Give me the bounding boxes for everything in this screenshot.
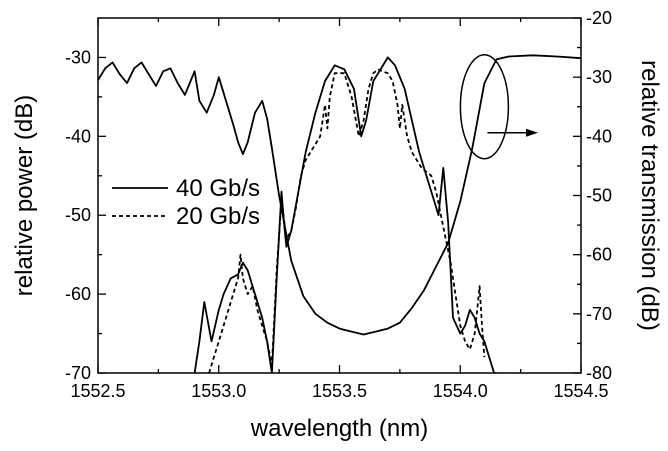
y-left-tick-label: -60 [65,284,91,304]
annotation-arrow-head [526,128,538,137]
legend: 40 Gb/s 20 Gb/s [112,175,260,230]
y-right-tick-label: -40 [586,126,612,146]
plot-frame [97,17,582,374]
y-right-tick-labels: -20 -30 -40 -50 -60 -70 -80 [586,8,612,383]
plot-lines [98,54,581,373]
x-tick-label: 1554.5 [553,381,608,401]
y-right-axis-title: relative transmission (dB) [636,60,663,331]
y-left-tick-label: -50 [65,205,91,225]
y-left-tick-labels: -30 -40 -50 -60 -70 [65,47,91,383]
y-left-tick-label: -30 [65,47,91,67]
y-right-tick-label: -60 [586,245,612,265]
y-right-tick-label: -50 [586,186,612,206]
y-right-tick-label: -80 [586,363,612,383]
legend-label-20gbs: 20 Gb/s [176,203,260,230]
series-line-power-20 [208,68,486,373]
series-line-transmission [98,54,581,336]
series-line-power-40 [193,56,497,373]
y-left-tick-label: -40 [65,126,91,146]
legend-label-40gbs: 40 Gb/s [176,175,260,202]
annotation-ellipse-arrow [459,54,538,160]
y-right-tick-label: -70 [586,304,612,324]
axis-ticks [97,17,582,374]
annotation-ellipse [459,54,510,160]
x-tick-label: 1553.0 [191,381,246,401]
x-axis-title: wavelength (nm) [250,415,428,442]
x-tick-labels: 1552.5 1553.0 1553.5 1554.0 1554.5 [70,381,608,401]
y-left-axis-title: relative power (dB) [11,95,38,296]
x-tick-label: 1552.5 [70,381,125,401]
x-tick-label: 1553.5 [312,381,367,401]
y-right-tick-label: -30 [586,67,612,87]
x-tick-label: 1554.0 [433,381,488,401]
y-left-tick-label: -70 [65,363,91,383]
y-right-tick-label: -20 [586,8,612,28]
